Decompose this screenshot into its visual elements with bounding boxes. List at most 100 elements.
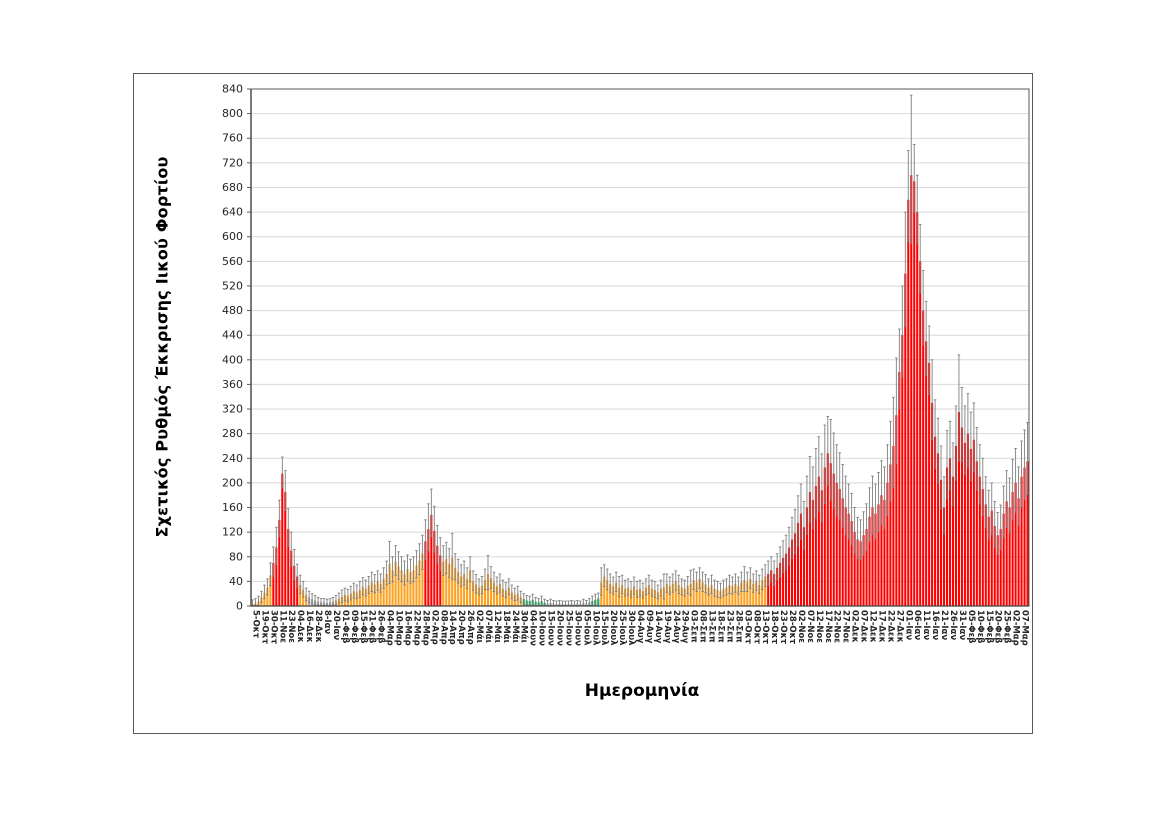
x-tick-label: 19-Αυγ bbox=[662, 610, 672, 644]
bar bbox=[701, 582, 704, 606]
bar bbox=[868, 516, 871, 606]
bar bbox=[489, 578, 492, 606]
bar bbox=[376, 581, 379, 606]
x-tick-label: 08-Οκτ bbox=[751, 610, 761, 645]
bar bbox=[799, 513, 803, 606]
x-tick-label: 04-Μαρ bbox=[385, 610, 395, 646]
x-tick-label: 02-Δεκ bbox=[850, 610, 860, 643]
x-tick-label: 18-Μάι bbox=[501, 610, 511, 643]
bar bbox=[284, 492, 287, 606]
bar bbox=[829, 463, 832, 606]
bar bbox=[710, 585, 713, 606]
bar bbox=[1023, 467, 1026, 606]
bar bbox=[385, 574, 388, 606]
bar bbox=[898, 372, 901, 606]
bar bbox=[677, 585, 680, 606]
bar bbox=[972, 439, 975, 606]
bar bbox=[892, 445, 895, 606]
x-tick-label: 17-Δεκ bbox=[876, 610, 886, 643]
x-tick-label: 22-Νοε bbox=[832, 610, 842, 643]
bar bbox=[731, 586, 734, 606]
bar bbox=[498, 583, 501, 606]
x-tick-label: 27-Νοε bbox=[841, 610, 851, 643]
bar bbox=[773, 574, 776, 606]
x-tick-label: 20-Ιαν bbox=[331, 610, 341, 640]
x-tick-label: 26-Ιαν bbox=[948, 610, 958, 640]
bar bbox=[850, 521, 853, 606]
x-tick-label: 16-Μαρ bbox=[402, 610, 412, 646]
bar bbox=[1014, 482, 1017, 606]
bar bbox=[400, 570, 403, 606]
bar bbox=[922, 310, 925, 606]
bar bbox=[424, 541, 427, 607]
bar bbox=[370, 582, 373, 606]
x-tick-label: 24-Αυγ bbox=[671, 610, 681, 644]
bar bbox=[874, 513, 877, 606]
bar bbox=[1005, 501, 1008, 606]
x-tick-label: 03-Σεπ bbox=[689, 610, 699, 643]
bar bbox=[796, 522, 800, 606]
bar bbox=[477, 587, 481, 606]
x-tick-label: 10-Φεβ bbox=[975, 610, 985, 643]
bar bbox=[883, 500, 886, 606]
x-tick-label: 24-Μάι bbox=[510, 610, 520, 643]
y-axis-labels: 0 40 80 120 160 200 240 280 320 360 400 440 480 520 56… bbox=[222, 83, 251, 613]
x-tick-label: 20-Φεβ bbox=[993, 610, 1003, 643]
bar bbox=[811, 500, 814, 606]
x-tick-label: 05-Ιουλ bbox=[581, 610, 591, 646]
chart-figure: 0 40 80 120 160 200 240 280 320 360 400 440 480 520 56… bbox=[133, 73, 1033, 734]
bar bbox=[683, 588, 686, 606]
bar bbox=[770, 570, 773, 606]
bar bbox=[418, 560, 421, 606]
x-tick-label: 30-Μάι bbox=[519, 610, 529, 643]
bar bbox=[931, 402, 934, 606]
x-tick-label: 23-Σεπ bbox=[724, 610, 734, 643]
bar bbox=[737, 586, 740, 606]
bar bbox=[361, 586, 364, 606]
bar bbox=[630, 590, 633, 606]
x-axis-labels: 5-Οκτ19-Οκτ30-Οκτ11-Νοε23-Νοε04-Δεκ16-Δε… bbox=[250, 610, 1029, 646]
gridlines bbox=[251, 113, 1029, 582]
x-tick-label: 5-Οκτ bbox=[250, 610, 260, 639]
x-tick-label: 12-Νοε bbox=[814, 610, 824, 643]
bar bbox=[457, 572, 460, 606]
x-tick-label: 04-Δεκ bbox=[295, 610, 305, 643]
bar bbox=[722, 588, 725, 606]
chart-canvas: 0 40 80 120 160 200 240 280 320 360 400 440 480 520 56… bbox=[222, 83, 1030, 647]
plot-border bbox=[250, 88, 1030, 607]
x-tick-label: 02-Νοε bbox=[796, 610, 806, 643]
bar bbox=[814, 485, 817, 606]
x-tick-label: 07-Μαρ bbox=[1020, 610, 1030, 646]
bar bbox=[948, 458, 952, 606]
bar bbox=[603, 576, 606, 606]
bar bbox=[943, 507, 946, 606]
x-tick-label: 09-Αυγ bbox=[644, 610, 654, 644]
bar bbox=[698, 578, 701, 606]
bar-series bbox=[251, 175, 1029, 607]
bar bbox=[764, 576, 767, 606]
bar bbox=[790, 539, 794, 606]
x-tick-label: 15-Φεβ bbox=[358, 610, 368, 643]
bar bbox=[358, 590, 361, 606]
x-tick-label: 20-Απρ bbox=[456, 610, 466, 645]
bar bbox=[916, 212, 919, 606]
x-tick-label: 12-Δεκ bbox=[868, 610, 878, 643]
bar bbox=[466, 578, 469, 606]
x-tick-label: 19-Οκτ bbox=[259, 610, 269, 645]
bar bbox=[659, 588, 662, 606]
x-tick-label: 28-Δεκ bbox=[313, 610, 323, 643]
bar bbox=[957, 412, 960, 607]
bar bbox=[403, 574, 406, 606]
x-tick-label: 30-Ιουλ bbox=[626, 610, 636, 646]
y-tick-label: 760 bbox=[222, 132, 243, 145]
x-tick-label: 15-Ιουν bbox=[546, 610, 556, 646]
y-tick-label: 800 bbox=[222, 107, 243, 120]
x-tick-label: 02-Απρ bbox=[429, 610, 439, 645]
bar bbox=[633, 586, 636, 606]
bar bbox=[641, 591, 645, 606]
bar bbox=[480, 585, 484, 606]
bar bbox=[275, 547, 278, 606]
bar bbox=[865, 529, 868, 606]
bar bbox=[463, 574, 466, 606]
error-bars bbox=[251, 94, 1029, 606]
